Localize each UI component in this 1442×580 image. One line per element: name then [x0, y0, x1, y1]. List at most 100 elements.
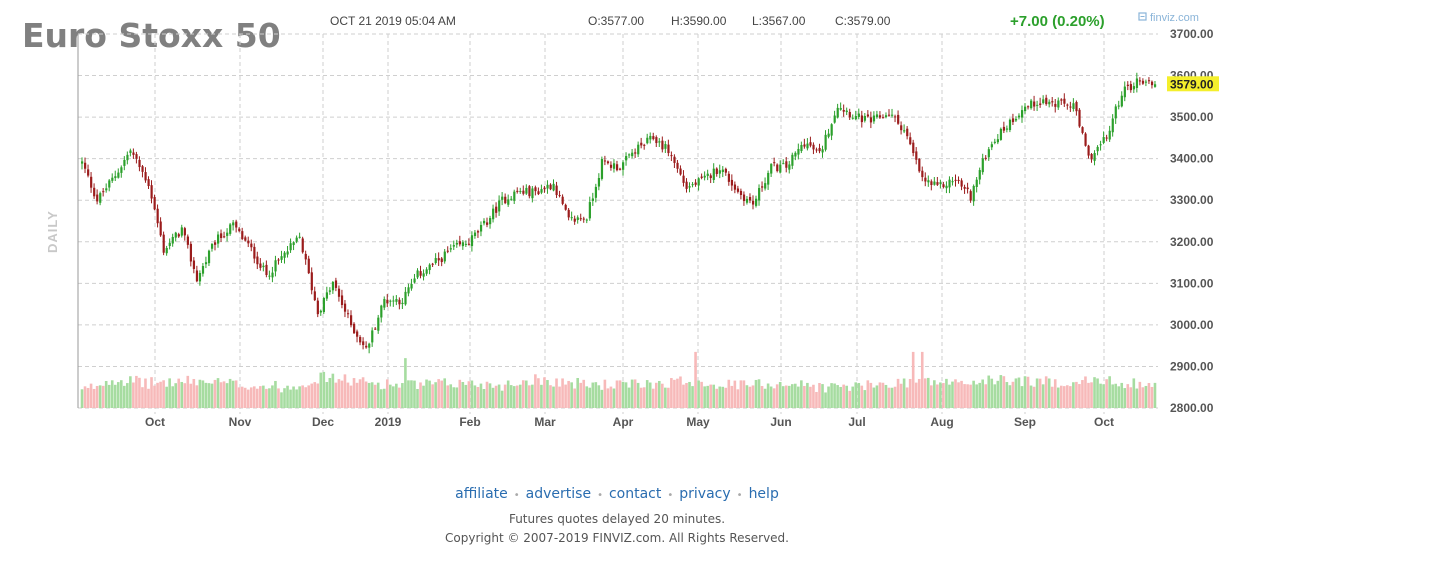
footer: affiliate • advertise • contact • privacy • help…: [0, 486, 1234, 548]
y-tick-label: 3300.00: [1170, 193, 1214, 207]
candle-body: [546, 184, 549, 189]
volume-bar: [661, 383, 664, 408]
candle-body: [1030, 100, 1033, 109]
candle-body: [872, 115, 876, 122]
candle-body: [818, 147, 821, 152]
advertise-link[interactable]: advertise: [525, 486, 592, 502]
candle-body: [198, 273, 202, 282]
candle-body: [628, 154, 631, 156]
volume-bar: [382, 388, 386, 408]
affiliate-link[interactable]: affiliate: [455, 486, 508, 502]
candle-body: [217, 234, 220, 244]
volume-bar: [800, 380, 803, 408]
volume-bar: [419, 382, 422, 408]
volume-bar: [966, 384, 969, 408]
volume-bar: [1056, 387, 1060, 408]
candle-body: [1002, 126, 1006, 131]
finviz-brand[interactable]: finviz.com: [1150, 12, 1199, 24]
volume-bar: [603, 379, 607, 408]
volume-bar: [225, 383, 229, 408]
volume-bar: [256, 388, 259, 408]
candle-body: [1099, 144, 1102, 146]
candle-body: [1008, 119, 1012, 131]
volume-bar: [815, 391, 818, 408]
volume-bar: [1135, 388, 1139, 408]
candle-body: [162, 234, 165, 253]
volume-bar: [1108, 376, 1111, 408]
x-axis: Oct Nov Dec 2019 Feb Mar Apr May Jun Jul Aug Sep Oct: [145, 415, 1114, 429]
candle-body: [942, 184, 945, 188]
privacy-link[interactable]: privacy: [679, 486, 731, 502]
volume-bar: [506, 380, 510, 408]
volume-bar: [1072, 382, 1075, 408]
volume-bar: [280, 392, 283, 408]
candle-body: [918, 158, 921, 172]
candle-body: [706, 173, 709, 176]
volume-bar: [718, 386, 722, 408]
volume-bar: [401, 383, 404, 408]
volume-bar: [724, 387, 728, 408]
candle-body: [144, 172, 147, 181]
volume-bar: [1123, 388, 1127, 408]
volume-bar: [914, 382, 918, 408]
volume-bar: [745, 385, 749, 408]
volume-bar: [651, 388, 655, 408]
candle-body: [815, 149, 818, 151]
volume-bar: [446, 385, 450, 408]
volume-bar: [739, 380, 743, 408]
volume-bar: [259, 386, 262, 408]
candle-body: [498, 200, 501, 212]
volume-bar: [126, 383, 129, 408]
candle-body: [540, 189, 543, 193]
finviz-logo-icon[interactable]: [1138, 12, 1147, 21]
volume-bar: [1096, 378, 1099, 408]
volume-bar: [503, 384, 507, 408]
candle-body: [295, 237, 298, 242]
contact-link[interactable]: contact: [608, 486, 662, 502]
candle-body: [307, 258, 310, 274]
volume-bar: [1120, 382, 1124, 408]
candle-body: [486, 222, 489, 225]
candle-body: [510, 198, 513, 200]
volume-bar: [1069, 386, 1072, 408]
x-tick-label: May: [686, 415, 710, 429]
candle-body: [779, 164, 782, 173]
candle-body: [748, 196, 752, 201]
volume-bar: [654, 382, 658, 408]
candle-body: [866, 114, 870, 117]
help-link[interactable]: help: [748, 486, 779, 502]
candle-body: [449, 248, 452, 250]
volume-bar: [787, 385, 791, 408]
candle-body: [676, 162, 679, 169]
volume-bar: [141, 387, 144, 408]
candle-body: [1020, 110, 1024, 118]
open-value: O:3577.00: [588, 14, 644, 28]
volume-bar: [116, 382, 120, 408]
candle-body: [479, 224, 483, 232]
volume-bar: [715, 388, 719, 408]
volume-bar: [355, 382, 359, 408]
candle-body: [966, 187, 969, 190]
volume-bar: [963, 384, 966, 408]
volume-bar: [1087, 382, 1090, 408]
volume-bar: [479, 383, 483, 408]
candle-body: [1048, 101, 1051, 105]
candle-body: [1054, 103, 1057, 107]
volume-bar: [875, 385, 879, 408]
volume-bar: [778, 381, 782, 408]
candle-body: [1072, 103, 1075, 109]
candle-body: [374, 328, 377, 330]
candle-body: [576, 217, 579, 221]
volume-bar: [395, 383, 398, 408]
volume-bar: [688, 381, 691, 408]
volume-bar: [851, 386, 855, 408]
candle-body: [1081, 127, 1084, 133]
candle-body: [93, 187, 96, 197]
candle-body: [712, 168, 715, 180]
candle-body: [168, 242, 171, 246]
volume-bar: [192, 378, 196, 408]
candle-body: [401, 302, 404, 305]
volume-bar: [349, 385, 353, 408]
volume-bar: [458, 379, 462, 408]
volume-bar: [712, 384, 715, 408]
